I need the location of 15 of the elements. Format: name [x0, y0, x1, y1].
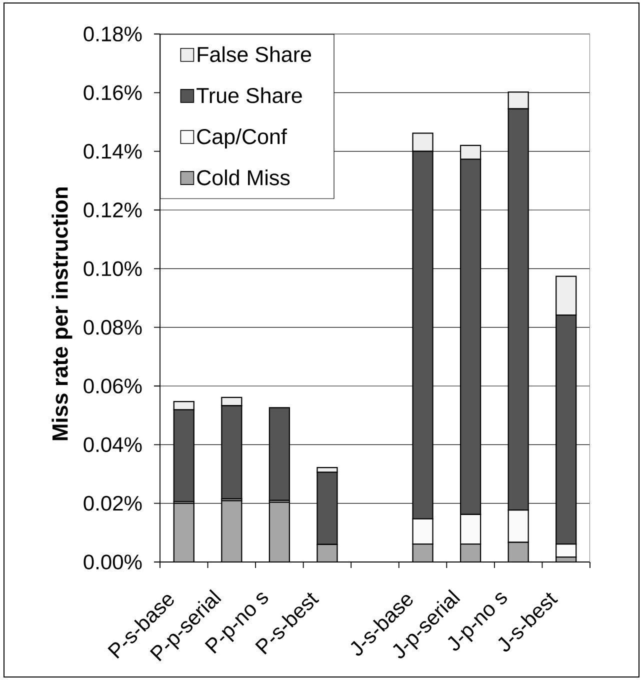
y-tick-label: 0.18%: [84, 26, 142, 42]
y-tick-label: 0.06%: [84, 378, 142, 394]
legend-label: False Share: [198, 46, 312, 62]
y-tick-label: 0.12%: [84, 202, 142, 218]
y-axis-title: Miss rate per instruction: [52, 187, 72, 440]
legend-label: True Share: [196, 87, 302, 104]
y-tick-label: 0.16%: [84, 85, 142, 100]
legend-label: Cold Miss: [197, 170, 290, 186]
y-tick-label: 0.14%: [84, 144, 142, 159]
y-tick-label: 0.02%: [84, 496, 142, 511]
y-tick-label: 0.10%: [84, 261, 142, 276]
y-tick-label: 0.04%: [84, 437, 142, 452]
y-tick-label: 0.00%: [84, 554, 142, 570]
legend-label: Cap/Conf: [197, 128, 287, 149]
y-tick-label: 0.08%: [84, 320, 142, 335]
